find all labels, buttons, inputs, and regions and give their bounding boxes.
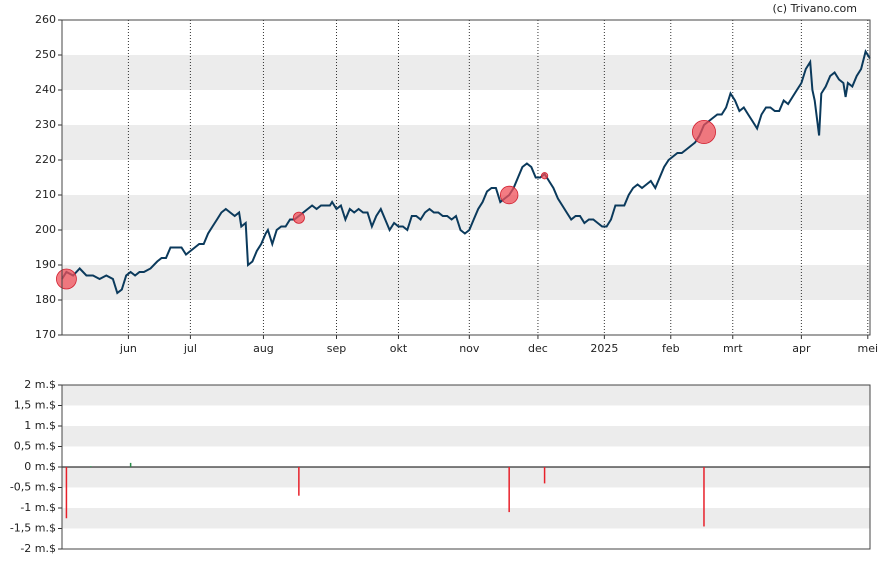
x-tick-label: okt (390, 342, 408, 355)
x-tick-label: nov (459, 342, 480, 355)
grid-band (62, 508, 870, 529)
y-tick-label: 0 m.$ (24, 460, 56, 473)
plot-frame (61, 19, 871, 336)
y-tick-label: -1 m.$ (20, 501, 56, 514)
x-tick-label: 2025 (590, 342, 618, 355)
trade-marker (499, 185, 519, 205)
x-tick-label: aug (253, 342, 274, 355)
y-tick-label: 1 m.$ (24, 419, 56, 432)
grid-band (62, 426, 870, 447)
y-tick-label: 210 (35, 188, 56, 201)
y-tick-label: 200 (35, 223, 56, 236)
grid-band (62, 467, 870, 488)
x-tick-label: mei (858, 342, 879, 355)
y-tick-label: 190 (35, 258, 56, 271)
x-tick-label: mrt (723, 342, 743, 355)
y-tick-label: 180 (35, 293, 56, 306)
x-tick-label: dec (528, 342, 548, 355)
grid-band (62, 265, 870, 300)
y-tick-label: 1,5 m.$ (14, 399, 56, 412)
grid-band (62, 125, 870, 160)
grid-band (62, 55, 870, 90)
y-tick-label: -1,5 m.$ (10, 522, 56, 535)
y-tick-label: 250 (35, 48, 56, 61)
plot-frame (61, 384, 871, 550)
y-tick-label: 260 (35, 13, 56, 26)
trade-marker (540, 172, 549, 180)
price-line (61, 49, 871, 295)
y-tick-label: -0,5 m.$ (10, 481, 56, 494)
trade-marker (292, 211, 305, 224)
y-tick-label: 220 (35, 153, 56, 166)
x-tick-label: jun (119, 342, 137, 355)
y-tick-label: 0,5 m.$ (14, 440, 56, 453)
x-tick-label: sep (327, 342, 346, 355)
x-tick-label: jul (183, 342, 197, 355)
y-tick-label: 170 (35, 328, 56, 341)
y-tick-label: 240 (35, 83, 56, 96)
grid-band (62, 385, 870, 406)
x-tick-label: feb (662, 342, 680, 355)
trade-marker (691, 120, 716, 145)
credit: (c) Trivano.com (772, 2, 857, 15)
x-tick-label: apr (792, 342, 811, 355)
y-tick-label: -2 m.$ (20, 542, 56, 555)
y-tick-label: 230 (35, 118, 56, 131)
trade-marker (56, 268, 77, 290)
y-tick-label: 2 m.$ (24, 378, 56, 391)
grid-band (62, 195, 870, 230)
